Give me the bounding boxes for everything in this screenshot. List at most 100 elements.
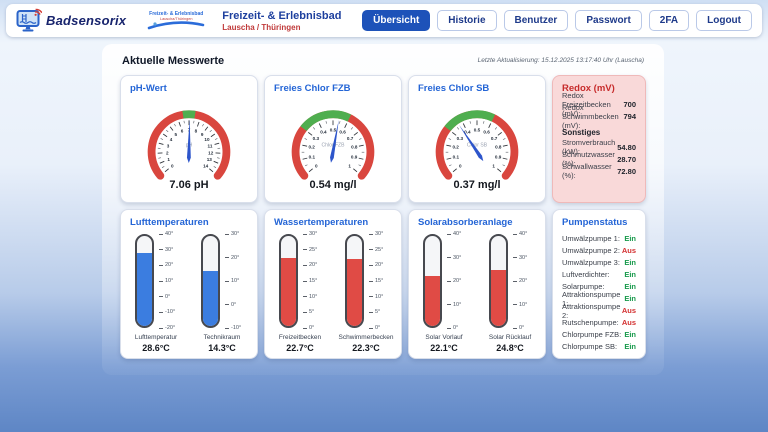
thermometer-tick: 30° xyxy=(369,231,383,237)
gauge-tick-label: 6 xyxy=(181,129,184,134)
redox-subheading: Sonstiges xyxy=(562,128,601,137)
gauge-tick-label: 0.3 xyxy=(313,136,320,141)
thermometer-scale: 30° 20° 10° 0° -10° xyxy=(225,231,248,331)
thermometer-visual: 40° 30° 20° 10° 0° -10° -20° xyxy=(130,231,182,331)
thermometer-tick: 40° xyxy=(159,231,173,237)
redox-row: Redox Schwimmbecken (mV): 794 xyxy=(562,103,636,130)
card-grid: pH-Wert 01234567891011121314pH 7.06 pH F… xyxy=(120,75,646,359)
gauge-tick-label: 1 xyxy=(348,163,351,168)
thermometer-value: 22.7°C xyxy=(286,343,314,353)
thermometer-visual: 40° 30° 20° 10° 0° xyxy=(484,231,536,331)
pump-state: Ein xyxy=(624,330,636,340)
pump-state: Aus xyxy=(621,245,636,255)
nav-historie[interactable]: Historie xyxy=(437,10,497,31)
gauge-tick-label: 0.9 xyxy=(495,154,502,159)
thermometer-name: Schwimmerbecken xyxy=(338,334,394,341)
gauge-tick-label: 0.6 xyxy=(483,130,490,135)
thermometer-visual: 30° 25° 20° 15° 10° 5° 0° xyxy=(340,231,392,331)
card-chlor-fzb-title: Freies Chlor FZB xyxy=(274,83,351,94)
redox-rows: Redox Freizeitbecken (mV): 700 Redox Schwi… xyxy=(562,91,636,130)
gauge-tick-label: 0 xyxy=(315,163,318,168)
thermometer-tick: 0° xyxy=(513,325,524,331)
gauge-green-zone xyxy=(444,110,496,132)
pump-row: Umwälzpumpe 1: Ein xyxy=(562,232,636,244)
pump-label: Solarpumpe: xyxy=(562,281,605,291)
sonstiges-value: 54.80 xyxy=(617,142,636,152)
gauge-tick-label: 0.6 xyxy=(339,130,346,135)
thermometer-tick: -10° xyxy=(225,325,241,331)
sonstiges-rows: Stromverbrauch (kW): 54.80 Schmutzwasser (… xyxy=(562,138,636,180)
sonstiges-label: Stromverbrauch (kW): xyxy=(562,138,616,156)
pump-label: Luftverdichter: xyxy=(562,269,610,279)
thermometer-tick: 30° xyxy=(513,255,527,261)
section-heading: Aktuelle Messwerte xyxy=(122,55,225,67)
gauge-tick-label: 0.4 xyxy=(320,130,327,135)
gauge-needle xyxy=(330,120,339,163)
wasser-thermometers: 30° 25° 20° 15° 10° 5° 0° Freizeitbecken 22.7°C 3… xyxy=(274,231,394,353)
pump-state: Aus xyxy=(621,306,636,316)
nav-passwort[interactable]: Passwort xyxy=(575,10,642,31)
pump-rows: Umwälzpumpe 1: Ein Umwälzpumpe 2: Aus Umwälz… xyxy=(562,232,636,353)
thermometer-scale: 40° 30° 20° 10° 0° xyxy=(513,231,536,331)
gauge-tick-label: 0.1 xyxy=(309,154,316,159)
thermometer-tube xyxy=(135,234,154,328)
thermometer-tick: 20° xyxy=(513,278,527,284)
thermometer-tick: 10° xyxy=(159,278,173,284)
thermometer-visual: 40° 30° 20° 10° 0° xyxy=(418,231,470,331)
thermometer: 40° 30° 20° 10° 0° Solar Vorlauf 22.1°C xyxy=(418,231,470,353)
thermometer-tick: 10° xyxy=(225,278,239,284)
thermometer-tube xyxy=(345,234,364,328)
gauge-tick-label: 0.2 xyxy=(308,145,315,150)
thermometer-tube xyxy=(201,234,220,328)
thermometer-tube xyxy=(489,234,508,328)
thermometer-tick: -10° xyxy=(159,309,175,315)
thermometer-tick: 0° xyxy=(447,325,458,331)
gauge-tick-label: 12 xyxy=(208,150,214,155)
pump-state: Ein xyxy=(624,257,636,267)
nav-uebersicht[interactable]: Übersicht xyxy=(362,10,431,31)
card-chlor-sb: Freies Chlor SB 0 0.1 0.2 0.3 0.4 0.5 0.6 0.7 0.… xyxy=(408,75,546,203)
gauge-tick-label: 2 xyxy=(166,150,169,155)
pump-state: Aus xyxy=(621,318,636,328)
nav-2fa[interactable]: 2FA xyxy=(648,10,690,31)
thermometer-name: Technikraum xyxy=(203,334,241,341)
panel-head: Aktuelle Messwerte Letzte Aktualisierung… xyxy=(120,53,646,75)
thermometer-tick: 40° xyxy=(513,231,527,237)
swoosh-icon xyxy=(147,21,205,30)
brand-logo: Badsensorix xyxy=(16,8,126,33)
title-block: Freizeit- & Erlebnisbad Lauscha / Thürin… xyxy=(222,10,341,32)
thermometer: 30° 25° 20° 15° 10° 5° 0° Freizeitbecken 22.7°C xyxy=(274,231,326,353)
gauge-tick-label: 9 xyxy=(201,132,204,137)
pump-label: Attraktionspumpe 1: xyxy=(562,289,621,308)
thermometer-fill xyxy=(137,253,152,326)
pump-row: Solarpumpe: Ein xyxy=(562,280,636,292)
gauge-ticks: 0 0.1 0.2 0.30.4 0.5 0.60.7 0.8 0.91 xyxy=(445,120,509,173)
thermometer-tick: 20° xyxy=(447,278,461,284)
sonstiges-label: Schwallwasser (%): xyxy=(562,162,612,180)
thermometer-tick: 20° xyxy=(369,262,383,268)
pump-state: Ein xyxy=(624,294,636,304)
pump-state: Ein xyxy=(624,342,636,352)
badsensorix-icon xyxy=(16,8,42,32)
pump-state: Ein xyxy=(624,281,636,291)
page-title: Freizeit- & Erlebnisbad xyxy=(222,9,342,22)
nav-benutzer[interactable]: Benutzer xyxy=(503,10,569,31)
pump-row: Umwälzpumpe 3: Ein xyxy=(562,256,636,268)
thermometer-value: 28.6°C xyxy=(142,343,170,353)
thermometer-tick: 5° xyxy=(369,309,380,315)
gauge-needle xyxy=(459,124,484,162)
sonstiges-row: Schmutzwasser (%): 28.70 xyxy=(562,150,636,168)
nav-logout[interactable]: Logout xyxy=(696,10,752,31)
sonstiges-row: Stromverbrauch (kW): 54.80 xyxy=(562,138,636,156)
thermometer-fill xyxy=(491,270,506,326)
thermometer-scale: 30° 25° 20° 15° 10° 5° 0° xyxy=(369,231,392,331)
chlor-sb-gauge: 0 0.1 0.2 0.3 0.4 0.5 0.6 0.7 0.8 0.9 1 Chlor SB xyxy=(418,96,536,183)
gauge-tick-label: 0.3 xyxy=(457,136,464,141)
card-solar-title: Solarabsorberanlage xyxy=(418,217,513,228)
thermometer-tick: 10° xyxy=(513,302,527,308)
page-subtitle: Lauscha / Thüringen xyxy=(222,22,301,32)
gauge-tick-label: 0.8 xyxy=(351,145,358,150)
pump-row: Chlorpumpe FZB: Ein xyxy=(562,329,636,341)
chlor-sb-value: 0.37 mg/l xyxy=(453,179,501,191)
